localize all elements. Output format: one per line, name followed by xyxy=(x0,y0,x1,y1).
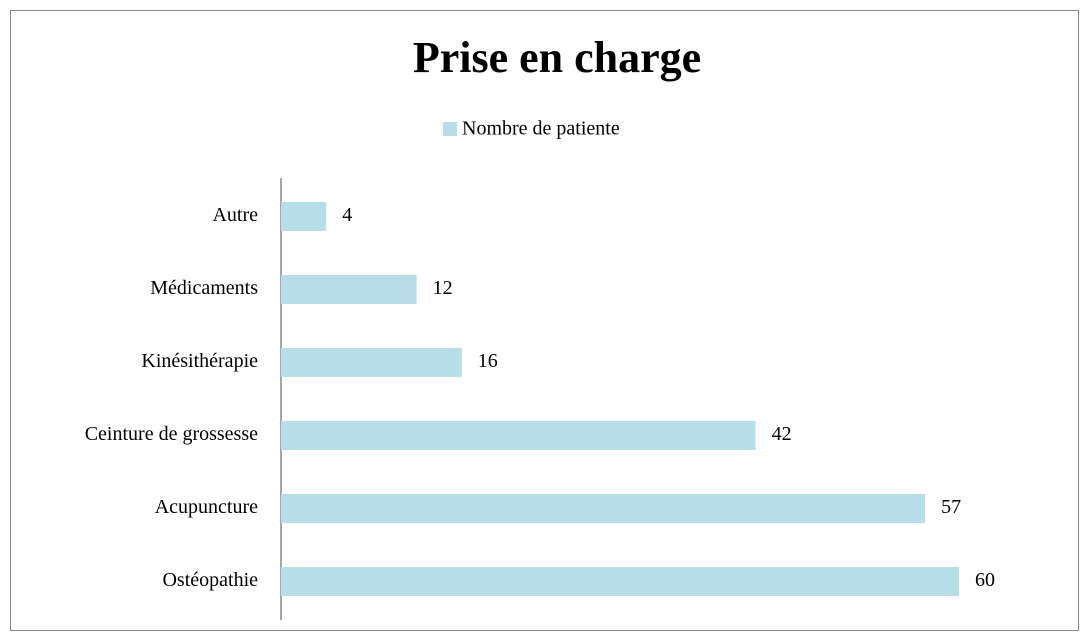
data-label: 60 xyxy=(975,569,995,591)
bar xyxy=(281,348,462,377)
data-label: 16 xyxy=(478,350,498,372)
bar xyxy=(281,275,417,304)
data-label: 57 xyxy=(941,496,961,518)
data-label: 12 xyxy=(433,277,453,299)
y-tick-label: Ostéopathie xyxy=(162,569,258,591)
data-label: 4 xyxy=(342,204,352,226)
bar xyxy=(281,567,959,596)
bar xyxy=(281,494,926,523)
legend-label: Nombre de patiente xyxy=(462,118,620,140)
chart-frame xyxy=(10,10,1079,631)
y-tick-label: Ceinture de grossesse xyxy=(85,423,258,445)
chart-title: Prise en charge xyxy=(413,33,701,82)
bar xyxy=(281,421,756,450)
data-label: 42 xyxy=(772,423,792,445)
y-tick-label: Autre xyxy=(212,204,258,226)
bar xyxy=(281,202,327,231)
y-tick-label: Médicaments xyxy=(150,277,258,299)
legend-swatch xyxy=(443,122,457,136)
y-tick-label: Acupuncture xyxy=(155,496,258,518)
y-tick-label: Kinésithérapie xyxy=(141,350,258,372)
